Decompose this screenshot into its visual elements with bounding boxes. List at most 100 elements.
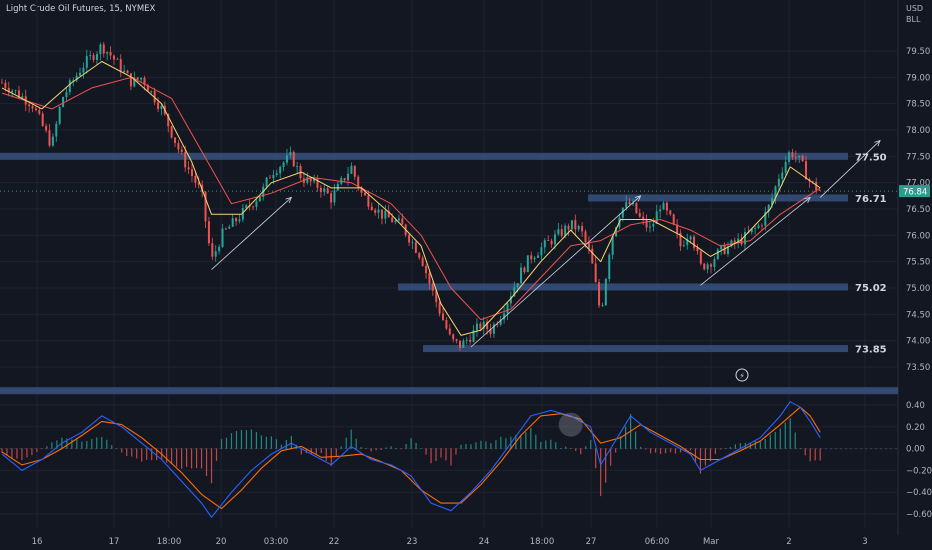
candle-body <box>241 208 244 220</box>
candle-body <box>292 151 295 167</box>
trend-arrow-head <box>804 196 811 204</box>
candle-body <box>767 204 770 212</box>
macd-histogram-bar <box>560 447 562 449</box>
candle-body <box>79 72 82 76</box>
trend-arrow-line <box>700 197 811 286</box>
candle-body <box>659 209 662 212</box>
macd-histogram-bar <box>46 446 48 449</box>
macd-histogram-bar <box>31 448 33 456</box>
candle-body <box>387 210 390 218</box>
candle-body <box>313 178 316 182</box>
macd-histogram-bar <box>255 432 258 449</box>
macd-histogram-bar <box>460 444 462 449</box>
candle-body <box>370 206 373 211</box>
candle-body <box>567 225 570 230</box>
macd-histogram-bar <box>36 448 38 453</box>
price-tick-label: 77.50 <box>906 152 930 162</box>
x-tick-label: Mar <box>703 537 720 547</box>
macd-histogram-bar <box>11 448 13 458</box>
candle-body <box>699 251 702 264</box>
macd-histogram-bar <box>819 448 821 461</box>
candle-body <box>425 265 428 274</box>
candle-body <box>489 329 492 334</box>
candle-body <box>462 340 465 348</box>
candle-body <box>377 209 380 213</box>
price-tick-label: 79.00 <box>906 73 930 83</box>
candle-body <box>435 290 438 303</box>
candle-body <box>452 334 455 340</box>
candle-body <box>38 110 41 114</box>
candle-body <box>160 105 163 109</box>
macd-histogram-bar <box>689 448 692 451</box>
macd-histogram-bar <box>285 439 287 449</box>
macd-highlight-marker <box>558 412 583 437</box>
macd-histogram-bar <box>390 446 392 449</box>
candle-body <box>177 142 180 150</box>
macd-histogram-bar <box>445 448 447 461</box>
candle-body <box>99 44 102 55</box>
macd-histogram-bar <box>121 448 123 453</box>
candle-body <box>513 287 516 297</box>
candle-body <box>740 238 743 245</box>
candle-body <box>397 218 400 221</box>
x-tick-label: 24 <box>479 537 490 547</box>
macd-histogram-bar <box>659 448 662 454</box>
candle-body <box>4 82 7 88</box>
candle-body <box>102 44 105 54</box>
macd-histogram-bar <box>240 429 243 449</box>
macd-histogram-bar <box>799 448 801 449</box>
candle-body <box>17 90 20 98</box>
macd-histogram-bar <box>370 448 372 452</box>
macd-histogram-bar <box>215 448 218 461</box>
candle-body <box>41 113 44 126</box>
macd-histogram-bar <box>500 436 502 449</box>
currency-label[interactable]: USD <box>906 4 924 13</box>
candle-body <box>48 130 51 146</box>
x-tick-label: 23 <box>407 537 418 547</box>
macd-histogram-bar <box>300 448 302 455</box>
candle-body <box>693 236 696 248</box>
candle-body <box>676 224 679 233</box>
candle-body <box>682 245 685 247</box>
macd-histogram-bar <box>440 448 442 458</box>
candle-body <box>45 125 48 131</box>
candle-body <box>665 202 668 211</box>
macd-histogram-bar <box>405 443 407 449</box>
macd-histogram-bar <box>91 439 93 449</box>
macd-histogram-bar <box>176 448 178 467</box>
candle-body <box>615 227 618 237</box>
macd-histogram-bar <box>335 448 337 458</box>
candle-body <box>207 221 210 244</box>
candle-body <box>367 195 370 207</box>
trend-arrow-line <box>470 195 641 348</box>
macd-histogram-bar <box>610 448 612 466</box>
candle-body <box>350 166 353 174</box>
macd-histogram-bar <box>410 438 412 449</box>
macd-histogram-bar <box>625 426 627 449</box>
candle-body <box>669 210 672 215</box>
flash-icon[interactable] <box>735 368 749 382</box>
macd-histogram-bar <box>620 436 622 449</box>
candle-body <box>465 339 468 341</box>
candle-body <box>516 283 519 288</box>
candle-body <box>737 238 740 244</box>
candle-body <box>486 321 489 330</box>
candle-body <box>269 177 272 179</box>
macd-histogram-bar <box>365 448 367 449</box>
macd-histogram-bar <box>166 448 168 463</box>
candle-body <box>228 226 231 229</box>
candle-body <box>805 161 808 180</box>
candle-body <box>21 96 24 98</box>
macd-histogram-bar <box>475 442 477 449</box>
candle-body <box>564 225 567 236</box>
candle-body <box>411 242 414 244</box>
candle-body <box>543 240 546 248</box>
candle-body <box>380 209 383 219</box>
candle-body <box>89 55 92 57</box>
macd-histogram-bar <box>270 436 272 449</box>
candle-body <box>275 173 278 175</box>
candle-body <box>272 174 275 179</box>
macd-histogram-bar <box>595 448 597 469</box>
macd-histogram-bar <box>634 431 637 449</box>
